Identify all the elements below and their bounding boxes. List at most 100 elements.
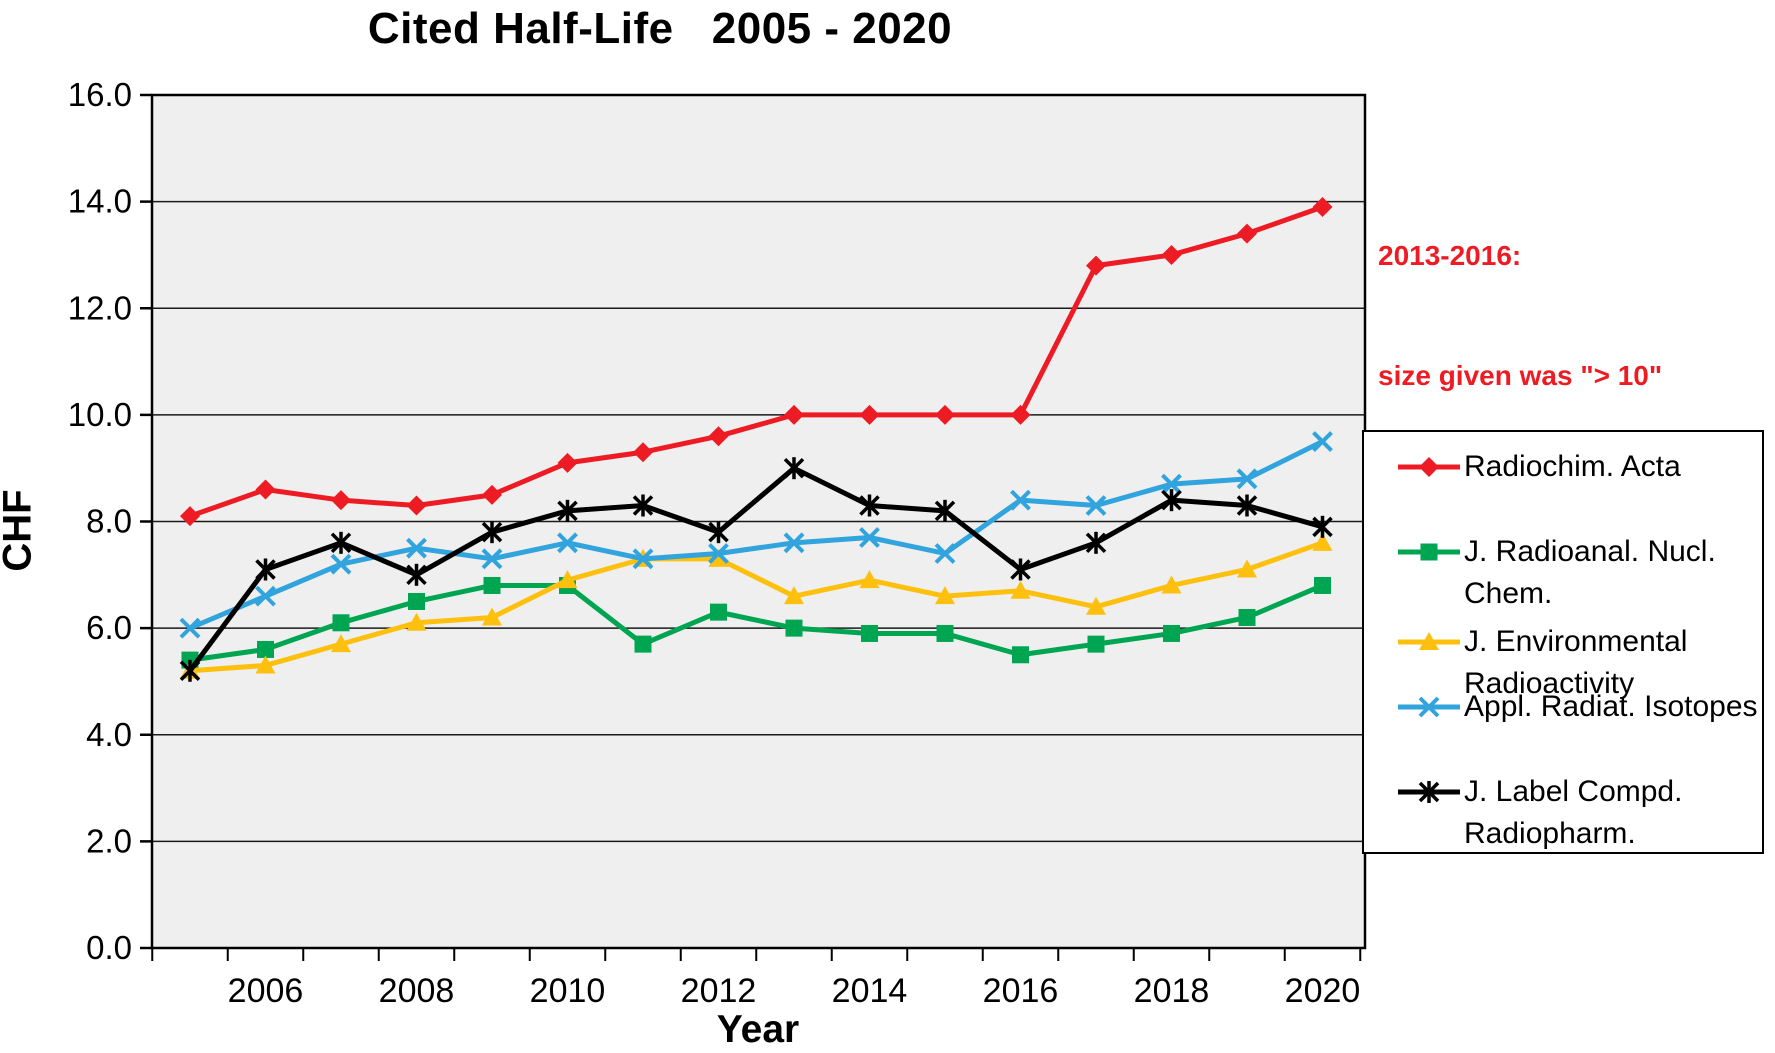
legend: Radiochim. Acta J. Radioanal. Nucl. Chem. J… <box>1362 430 1764 854</box>
series-0-marker-2008 <box>406 495 427 516</box>
annotation-line-2: size given was "> 10" <box>1378 360 1663 391</box>
x-tick-label-2016: 2016 <box>983 972 1059 1010</box>
legend-marker-asterisk-icon <box>1398 781 1460 803</box>
legend-marker-glyph-3 <box>1418 696 1440 718</box>
series-3-marker-2011 <box>632 548 654 570</box>
series-0-marker-2018 <box>1161 244 1182 265</box>
series-3-marker-2008 <box>406 537 427 559</box>
series-2-marker-2015 <box>935 586 955 605</box>
legend-label-1: J. Radioanal. Nucl. Chem. <box>1464 531 1716 615</box>
y-tick-label-10.0: 10.0 <box>68 396 132 433</box>
series-0-marker-2009 <box>482 484 502 505</box>
legend-label-line: Radiochim. Acta <box>1464 450 1681 483</box>
series-4-marker-2019 <box>1236 494 1258 517</box>
legend-item-1: J. Radioanal. Nucl. Chem. <box>1396 531 1716 615</box>
series-0-marker-2020 <box>1312 196 1333 217</box>
series-line-2 <box>189 540 1324 674</box>
y-tick-label-14.0: 14.0 <box>68 183 132 220</box>
series-4-marker-2011 <box>632 494 654 517</box>
series-1-marker-2016 <box>1012 646 1029 664</box>
series-0-marker-2006 <box>255 479 276 500</box>
legend-marker-diamond-icon <box>1398 457 1460 477</box>
series-4-marker-2005 <box>179 659 201 682</box>
legend-label-4: J. Label Compd. Radiopharm. <box>1464 771 1682 855</box>
series-4-marker-2006 <box>255 558 276 581</box>
x-tick-label-2006: 2006 <box>228 972 304 1010</box>
y-tick-label-4.0: 4.0 <box>86 716 132 753</box>
series-1-marker-2006 <box>257 640 274 658</box>
series-3-marker-2013 <box>783 532 805 554</box>
legend-label-line: Radiopharm. <box>1464 817 1636 850</box>
series-4-marker-2015 <box>934 499 956 522</box>
series-3-marker-2012 <box>708 543 729 564</box>
series-1-marker-2012 <box>710 603 727 621</box>
series-1-marker-2018 <box>1163 624 1180 642</box>
series-3-marker-2018 <box>1161 473 1182 495</box>
series-line-1 <box>189 582 1324 663</box>
x-tick-label-2020: 2020 <box>1285 972 1361 1010</box>
series-4-marker-2020 <box>1312 515 1333 538</box>
series-4-marker-2014 <box>859 494 880 517</box>
series-2-marker-2016 <box>1010 580 1031 599</box>
series-2-marker-2014 <box>859 570 880 589</box>
series-3-marker-2010 <box>557 532 578 554</box>
series-line-4 <box>187 465 1324 673</box>
series-3-marker-2015 <box>934 543 956 564</box>
legend-label-line: J. Label Compd. <box>1464 775 1683 808</box>
series-2-marker-2010 <box>557 570 578 589</box>
legend-item-3: Appl. Radiat. Isotopes <box>1396 686 1758 728</box>
legend-label-line: Chem. <box>1464 577 1553 610</box>
series-4-marker-2007 <box>330 531 352 554</box>
series-2-marker-2017 <box>1086 596 1106 615</box>
series-0-marker-2007 <box>331 490 351 511</box>
chart-title: Cited Half-Life 2005 - 2020 <box>367 4 953 53</box>
series-0-marker-2019 <box>1237 223 1257 244</box>
series-3-marker-2017 <box>1085 495 1107 516</box>
legend-item-4: J. Label Compd. Radiopharm. <box>1396 771 1682 855</box>
series-4-marker-2010 <box>557 499 578 522</box>
series-0-marker-2016 <box>1010 404 1031 425</box>
series-3-marker-2006 <box>255 585 276 607</box>
series-4-marker-2018 <box>1161 489 1182 512</box>
legend-label-2: J. Environmental Radioactivity <box>1464 621 1687 705</box>
series-0-marker-2015 <box>935 404 955 425</box>
series-2-marker-2020 <box>1312 532 1333 551</box>
series-4-marker-2008 <box>406 563 427 586</box>
series-3-marker-2009 <box>481 548 503 570</box>
series-4-marker-2017 <box>1085 531 1107 554</box>
legend-item-0: Radiochim. Acta <box>1396 446 1681 488</box>
series-3-marker-2007 <box>330 553 352 575</box>
legend-marker-glyph-2 <box>1419 632 1439 650</box>
series-2-marker-2012 <box>708 548 729 567</box>
series-4-marker-2016 <box>1010 558 1031 581</box>
series-0-marker-2014 <box>859 404 880 425</box>
series-4-marker-2013 <box>783 457 805 480</box>
series-1-marker-2008 <box>408 592 425 610</box>
series-3-marker-2020 <box>1312 431 1333 452</box>
legend-label-line: Appl. Radiat. Isotopes <box>1464 690 1758 723</box>
series-line-0 <box>189 204 1324 519</box>
legend-item-2: J. Environmental Radioactivity <box>1396 621 1687 705</box>
series-1-marker-2009 <box>483 576 501 594</box>
series-1-marker-2011 <box>634 635 652 653</box>
series-3-marker-2019 <box>1236 468 1258 490</box>
series-0-marker-2005 <box>180 506 200 527</box>
series-2-marker-2018 <box>1161 575 1182 594</box>
x-tick-label-2014: 2014 <box>832 972 908 1010</box>
legend-label-line: Radioactivity <box>1464 667 1635 700</box>
series-1-marker-2017 <box>1087 635 1105 653</box>
series-1-marker-2019 <box>1238 608 1256 626</box>
legend-marker-triangle-icon <box>1398 632 1460 650</box>
x-axis-title: Year <box>716 1008 800 1051</box>
legend-label-0: Radiochim. Acta <box>1464 446 1681 488</box>
series-0-marker-2011 <box>633 442 653 463</box>
legend-label-3: Appl. Radiat. Isotopes <box>1464 686 1758 728</box>
legend-marker-x-icon <box>1398 696 1460 718</box>
y-tick-label-2.0: 2.0 <box>86 822 132 859</box>
legend-label-line: J. Environmental <box>1464 625 1688 658</box>
series-1-marker-2007 <box>332 614 350 632</box>
y-tick-label-0.0: 0.0 <box>86 929 132 966</box>
legend-label-line: J. Radioanal. Nucl. <box>1464 535 1716 568</box>
